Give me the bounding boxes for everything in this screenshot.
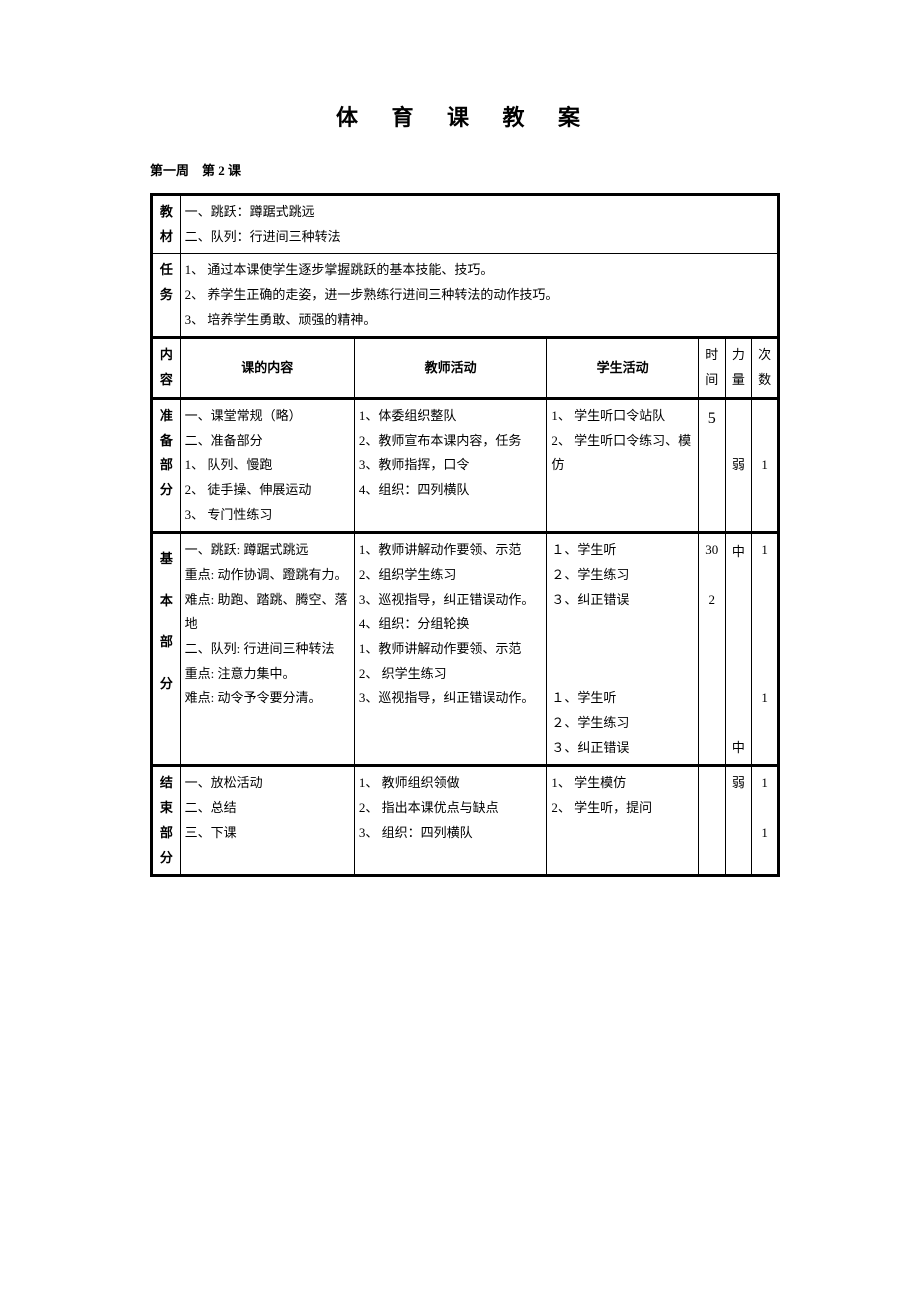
header-time: 时间: [698, 338, 725, 398]
main-student-text: １、学生听 ２、学生练习 ３、纠正错误 １、学生听 ２、学生练习 ３、纠正错误: [551, 542, 629, 755]
end-content: 一、放松活动 二、总结 三、下课: [180, 766, 354, 876]
main-student: １、学生听 ２、学生练习 ３、纠正错误 １、学生听 ２、学生练习 ３、纠正错误: [547, 533, 699, 766]
main-strength-bottom: 中: [732, 740, 745, 755]
prep-content-text: 一、课堂常规（略） 二、准备部分 1、 队列、慢跑 2、 徒手操、伸展运动 3、…: [185, 408, 312, 522]
end-count: 1 1: [752, 766, 779, 876]
header-student: 学生活动: [547, 338, 699, 398]
end-content-text: 一、放松活动 二、总结 三、下课: [185, 775, 263, 839]
end-time: [698, 766, 725, 876]
main-teacher-text: 1、教师讲解动作要领、示范 2、组织学生练习 3、巡视指导，纠正错误动作。 4、…: [359, 542, 535, 705]
table-row: 准备部分 一、课堂常规（略） 二、准备部分 1、 队列、慢跑 2、 徒手操、伸展…: [152, 398, 779, 532]
table-row: 基本部分 一、跳跃: 蹲踞式跳远 重点: 动作协调、蹬跳有力。 难点: 助跑、踏…: [152, 533, 779, 766]
main-content-text: 一、跳跃: 蹲踞式跳远 重点: 动作协调、蹬跳有力。 难点: 助跑、踏跳、腾空、…: [185, 542, 348, 705]
material-text: 一、跳跃：蹲踞式跳远 二、队列：行进间三种转法: [185, 204, 341, 244]
prep-count-val: 1: [761, 457, 768, 472]
header-content: 课的内容: [180, 338, 354, 398]
table-row: 结束部分 一、放松活动 二、总结 三、下课 1、 教师组织领做 2、 指出本课优…: [152, 766, 779, 876]
main-time-val: 30 2: [705, 542, 718, 606]
prep-strength: 弱: [725, 398, 752, 532]
lesson-plan-table: 教材 一、跳跃：蹲踞式跳远 二、队列：行进间三种转法 任务 1、 通过本课使学生…: [150, 193, 780, 877]
page-title: 体 育 课 教 案: [150, 100, 780, 132]
prep-content: 一、课堂常规（略） 二、准备部分 1、 队列、慢跑 2、 徒手操、伸展运动 3、…: [180, 398, 354, 532]
header-strength: 力量: [725, 338, 752, 398]
end-teacher-text: 1、 教师组织领做 2、 指出本课优点与缺点 3、 组织：四列横队: [359, 775, 499, 839]
prep-student-text: 1、 学生听口令站队 2、 学生听口令练习、模仿: [551, 408, 691, 472]
main-strength: 中 中: [725, 533, 752, 766]
label-material: 教材: [152, 195, 181, 254]
end-strength-val: 弱: [732, 775, 745, 790]
task-cell: 1、 通过本课使学生逐步掌握跳跃的基本技能、技巧。 2、 养学生正确的走姿，进一…: [180, 254, 778, 338]
prep-strength-val: 弱: [732, 457, 745, 472]
prep-count: 1: [752, 398, 779, 532]
material-cell: 一、跳跃：蹲踞式跳远 二、队列：行进间三种转法: [180, 195, 778, 254]
end-student: 1、 学生模仿 2、 学生听，提问: [547, 766, 699, 876]
main-count-val: 1 1: [761, 542, 768, 705]
subheading: 第一周 第 2 课: [150, 160, 780, 179]
prep-time-val: 5: [708, 410, 716, 427]
table-row: 教材 一、跳跃：蹲踞式跳远 二、队列：行进间三种转法: [152, 195, 779, 254]
end-strength: 弱: [725, 766, 752, 876]
main-time: 30 2: [698, 533, 725, 766]
main-teacher: 1、教师讲解动作要领、示范 2、组织学生练习 3、巡视指导，纠正错误动作。 4、…: [354, 533, 547, 766]
prep-student: 1、 学生听口令站队 2、 学生听口令练习、模仿: [547, 398, 699, 532]
label-content: 内容: [152, 338, 181, 398]
main-count: 1 1: [752, 533, 779, 766]
end-teacher: 1、 教师组织领做 2、 指出本课优点与缺点 3、 组织：四列横队: [354, 766, 547, 876]
main-strength-top: 中: [732, 544, 745, 559]
prep-teacher: 1、体委组织整队 2、教师宣布本课内容，任务 3、教师指挥，口令 4、组织：四列…: [354, 398, 547, 532]
page: 体 育 课 教 案 第一周 第 2 课 教材 一、跳跃：蹲踞式跳远 二、队列：行…: [0, 0, 920, 1302]
label-prep: 准备部分: [152, 398, 181, 532]
end-student-text: 1、 学生模仿 2、 学生听，提问: [551, 775, 652, 815]
main-content: 一、跳跃: 蹲踞式跳远 重点: 动作协调、蹬跳有力。 难点: 助跑、踏跳、腾空、…: [180, 533, 354, 766]
label-main: 基本部分: [152, 533, 181, 766]
end-count-val: 1 1: [761, 775, 768, 839]
header-teacher: 教师活动: [354, 338, 547, 398]
prep-time: 5: [698, 398, 725, 532]
label-task: 任务: [152, 254, 181, 338]
table-row: 任务 1、 通过本课使学生逐步掌握跳跃的基本技能、技巧。 2、 养学生正确的走姿…: [152, 254, 779, 338]
table-row: 内容 课的内容 教师活动 学生活动 时间 力量 次数: [152, 338, 779, 398]
header-count: 次数: [752, 338, 779, 398]
prep-teacher-text: 1、体委组织整队 2、教师宣布本课内容，任务 3、教师指挥，口令 4、组织：四列…: [359, 408, 522, 497]
label-end: 结束部分: [152, 766, 181, 876]
task-text: 1、 通过本课使学生逐步掌握跳跃的基本技能、技巧。 2、 养学生正确的走姿，进一…: [185, 262, 559, 326]
